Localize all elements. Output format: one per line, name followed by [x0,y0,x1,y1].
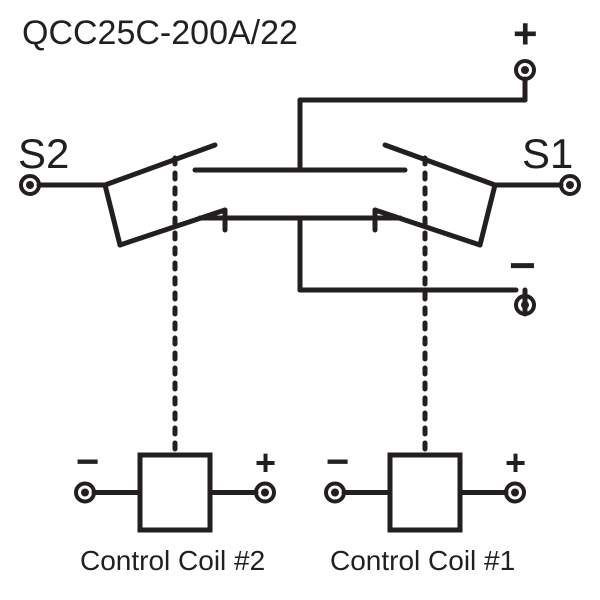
coil2-minus-label: − [76,440,99,485]
coil1-minus-label: − [326,440,349,485]
coil2-label: Control Coil #2 [80,545,265,577]
minus-mid-label: − [509,238,536,292]
coil1-label: Control Coil #1 [330,545,515,577]
contactor-schematic [0,0,600,600]
s2-label: S2 [18,130,69,178]
coil2-plus-label: + [255,442,276,484]
plus-top-label: + [513,10,538,58]
coil1-plus-label: + [505,442,526,484]
part-number: QCC25C-200A/22 [22,14,298,53]
s1-label: S1 [522,130,573,178]
